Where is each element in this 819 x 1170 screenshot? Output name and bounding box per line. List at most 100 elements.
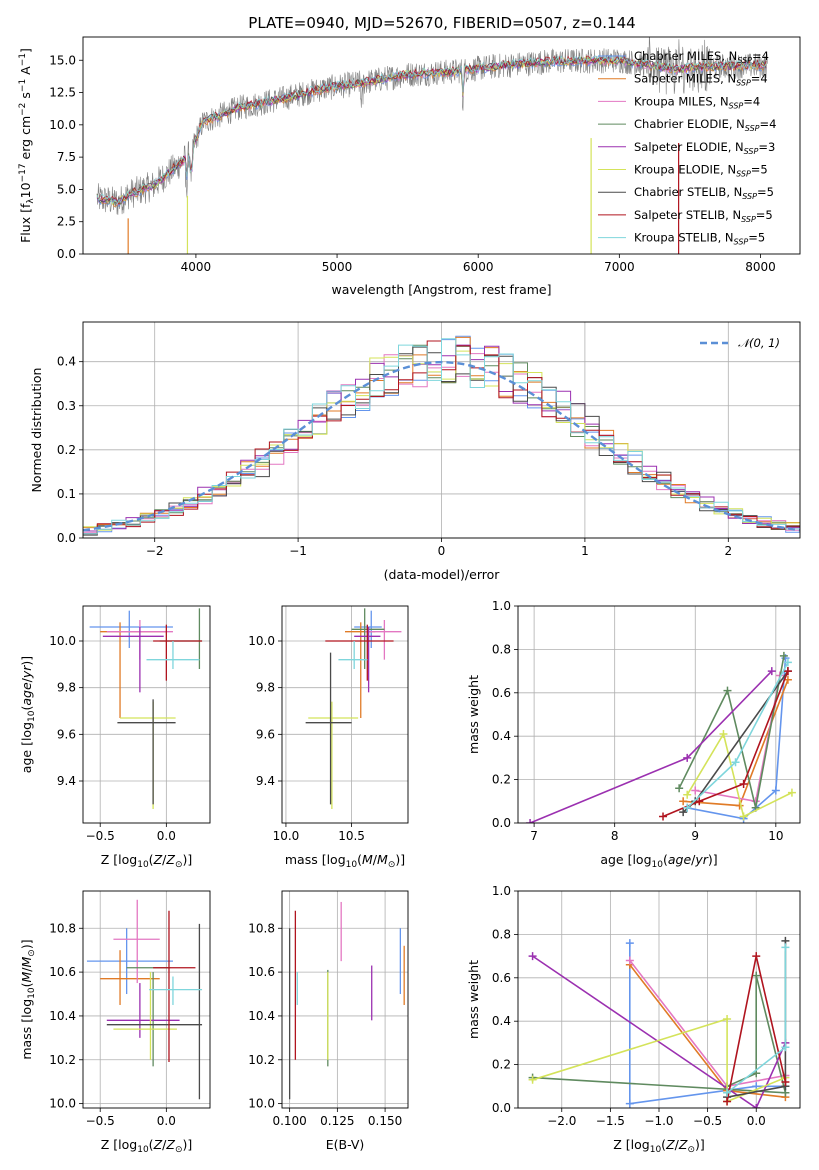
y-tick-label: 2.5 [57, 215, 76, 229]
x-tick-label: 10.0 [273, 829, 300, 843]
y-axis-label: age [log10(age/yr)] [19, 656, 37, 773]
y-tick-label: 10.8 [248, 921, 275, 935]
weight-marker [781, 1077, 790, 1086]
weight-marker [739, 812, 748, 821]
y-tick-label: 10.6 [248, 965, 275, 979]
weight-marker [528, 952, 537, 961]
y-tick-label: 0.4 [492, 1014, 511, 1028]
weight-marker [781, 1043, 790, 1052]
y-tick-label: 9.6 [57, 727, 76, 741]
weight-marker [767, 667, 776, 676]
y-tick-label: 10.0 [49, 634, 76, 648]
axes-frame [517, 890, 801, 1109]
y-tick-label: 10.0 [49, 1097, 76, 1111]
x-tick-label: −1.0 [644, 1114, 673, 1128]
y-tick-label: 5.0 [57, 182, 76, 196]
y-tick-label: 0.0 [492, 816, 511, 830]
legend-entry: Kroupa ELODIE, NSSP=5 [634, 163, 768, 179]
weight-marker [679, 797, 688, 806]
x-tick-label: −1.5 [596, 1114, 625, 1128]
panel-residuals: −2 −1 0 1 2 0.0 0.1 0.2 0.3 0.4 𝒩(0, 1) (data-model… [29, 321, 801, 582]
panel-weight-vs-Z: −2.0 −1.5 −1.0 −0.5 0.0 0.0 0.2 0.4 0.6 0.8 1.0 Z [… [466, 884, 801, 1155]
y-tick-label: 7.5 [57, 150, 76, 164]
x-axis-label: Z [log10(Z/Z⊙)] [101, 1137, 193, 1155]
x-tick-label: 8 [611, 829, 619, 843]
panel-mass-vs-Z: −0.5 0.0 10.0 10.2 10.4 10.6 10.8 Z [log10(Z/Z⊙… [19, 890, 211, 1155]
weight-marker [752, 952, 761, 961]
normal-curve [83, 360, 800, 532]
weight-marker [731, 758, 740, 767]
axes-frame [82, 605, 211, 824]
axes-frame [517, 605, 801, 824]
legend-entry: Chabrier ELODIE, NSSP=4 [634, 117, 776, 133]
y-tick-label: 9.4 [57, 774, 76, 788]
x-tick-label: 2 [724, 544, 732, 558]
y-tick-label: 15.0 [49, 53, 76, 67]
panel-spectrum: 4000 5000 6000 7000 8000 0.0 2.5 5.0 7.5 10.0 12.5… [18, 36, 801, 297]
panel-weight-vs-age: 7 8 9 10 0.0 0.2 0.4 0.6 0.8 1.0 age [log10(age/yr… [466, 599, 801, 870]
weight-marker [691, 786, 700, 795]
weight-marker [526, 819, 535, 823]
x-tick-label: 0.0 [747, 1114, 766, 1128]
y-tick-label: 9.6 [256, 727, 275, 741]
weight-marker [781, 943, 790, 952]
y-tick-label: 0.3 [57, 399, 76, 413]
weight-marker [779, 651, 788, 660]
y-tick-label: 10.2 [49, 1053, 76, 1067]
weight-marker [625, 939, 634, 948]
y-tick-label: 0.4 [492, 729, 511, 743]
y-axis-label: mass weight [466, 675, 481, 754]
y-tick-label: 0.2 [492, 1058, 511, 1072]
panel-mass-vs-ebv: 0.100 0.125 0.150 10.0 10.2 10.4 10.6 10.8 E(B-V… [248, 890, 409, 1152]
weight-marker [679, 808, 688, 817]
x-axis-label: wavelength [Angstrom, rest frame] [331, 282, 551, 297]
x-axis-label: Z [log10(Z/Z⊙)] [613, 1137, 705, 1155]
y-tick-label: 0.4 [57, 355, 76, 369]
x-tick-label: 7 [530, 829, 538, 843]
weight-marker [723, 1088, 732, 1097]
x-axis-label: age [log10(age/yr)] [600, 852, 717, 870]
weight-marker [723, 686, 732, 695]
x-tick-label: 0.0 [157, 1114, 176, 1128]
x-tick-label: 0.0 [157, 829, 176, 843]
legend-entry: Salpeter ELODIE, NSSP=3 [634, 140, 775, 156]
weight-marker [723, 1097, 732, 1106]
x-tick-label: 8000 [745, 260, 776, 274]
chart-title: PLATE=0940, MJD=52670, FIBERID=0507, z=0… [248, 14, 635, 32]
x-tick-label: 6000 [463, 260, 494, 274]
x-tick-label: 9 [691, 829, 699, 843]
x-tick-label: 4000 [181, 260, 212, 274]
x-axis-label: Z [log10(Z/Z⊙)] [101, 852, 193, 870]
spectrum-plot [96, 37, 768, 254]
y-tick-label: 0.6 [492, 971, 511, 985]
weight-line [629, 943, 786, 1105]
x-axis-label: mass [log10(M/M⊙)] [285, 852, 405, 870]
axes-frame [281, 890, 409, 1109]
weight-marker [783, 667, 792, 676]
weight-marker [675, 784, 684, 793]
weight-marker [625, 1099, 634, 1108]
legend-entry: Chabrier MILES, NSSP=4 [634, 49, 769, 65]
weight-marker [683, 803, 692, 812]
x-tick-label: 5000 [322, 260, 353, 274]
x-tick-label: −0.5 [693, 1114, 722, 1128]
legend-entry: Kroupa STELIB, NSSP=5 [634, 231, 765, 247]
y-tick-label: 0.8 [492, 642, 511, 656]
y-tick-label: 0.2 [492, 773, 511, 787]
weight-marker [783, 658, 792, 667]
weight-marker [752, 971, 761, 980]
weight-line [532, 955, 787, 1108]
y-tick-label: 10.4 [248, 1009, 275, 1023]
weight-marker [528, 1075, 537, 1084]
y-axis-label: mass weight [466, 960, 481, 1039]
axes-frame [82, 321, 801, 539]
weight-marker [771, 786, 780, 795]
errorbar-plot [86, 899, 203, 1100]
x-axis-label: (data-model)/error [384, 567, 501, 582]
y-tick-label: 0.0 [57, 247, 76, 261]
x-tick-label: 7000 [604, 260, 635, 274]
y-tick-label: 1.0 [492, 599, 511, 613]
y-tick-label: 0.0 [57, 531, 76, 545]
y-tick-label: 10.0 [49, 118, 76, 132]
y-tick-label: 0.6 [492, 686, 511, 700]
